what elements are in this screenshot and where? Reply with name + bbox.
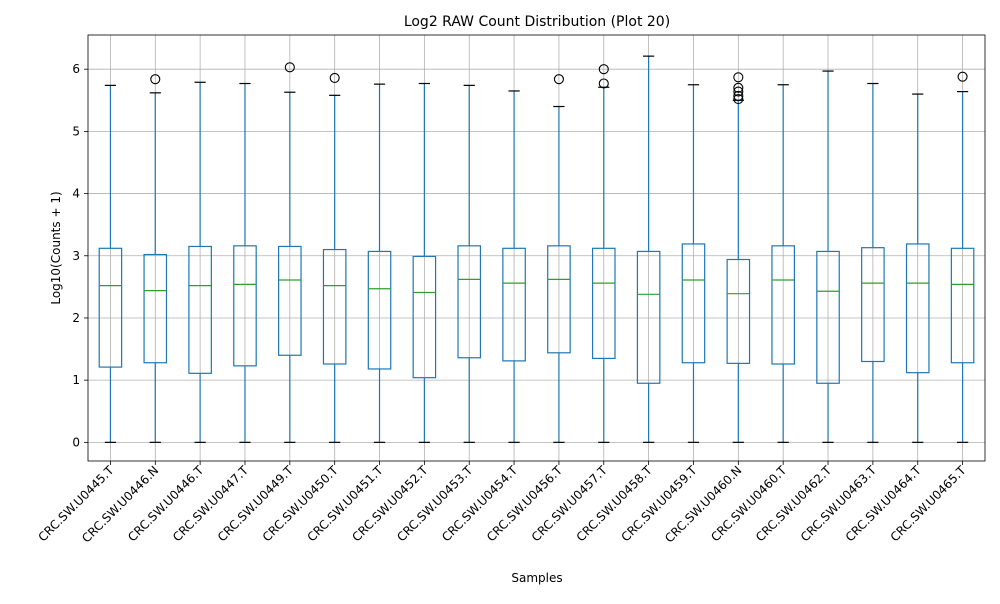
grid-layer	[88, 35, 985, 461]
y-tick-label: 4	[72, 187, 80, 201]
x-tick-label: CRC.SW.U0456.T	[484, 463, 566, 545]
box-iqr	[278, 245, 302, 356]
box-group	[502, 90, 526, 443]
box-group	[233, 82, 257, 443]
y-tick-label: 5	[72, 124, 80, 138]
x-tick-label: CRC.SW.U0460.N	[662, 463, 744, 545]
box-iqr	[188, 245, 212, 374]
x-tick-label: CRC.SW.U0445.T	[35, 463, 117, 545]
box-group	[278, 62, 302, 443]
x-tick-label: CRC.SW.U0464.T	[843, 463, 925, 545]
y-tick-label: 3	[72, 249, 80, 263]
box-group	[143, 74, 168, 443]
y-tick-label: 6	[72, 62, 80, 76]
box-iqr	[905, 243, 930, 374]
box-group	[322, 72, 347, 443]
y-axis: 0 1 2 3 4 5 6	[72, 62, 88, 449]
y-tick-label: 0	[72, 435, 80, 449]
x-tick-label: CRC.SW.U0449.T	[215, 463, 297, 545]
outlier-point	[733, 86, 744, 97]
plot-area-frame	[87, 34, 986, 462]
box-iqr	[98, 247, 123, 368]
x-tick-label: CRC.SW.U0457.T	[529, 463, 611, 545]
box-group	[591, 64, 616, 443]
box-iqr	[681, 243, 706, 364]
box-group	[547, 74, 571, 443]
x-tick-label: CRC.SW.U0446.T	[125, 463, 207, 545]
box-group	[188, 81, 212, 443]
box-iqr	[412, 255, 437, 379]
box-iqr	[547, 245, 571, 354]
box-iqr	[950, 247, 975, 364]
outlier-point	[957, 71, 968, 82]
box-iqr	[636, 250, 661, 384]
outlier-point	[150, 74, 161, 85]
box-iqr	[861, 247, 885, 363]
outlier-point	[733, 82, 744, 93]
box-group	[861, 82, 885, 443]
x-tick-label: CRC.SW.U0451.T	[305, 463, 387, 545]
outlier-point	[733, 90, 744, 101]
box-iqr	[143, 253, 168, 364]
outlier-point	[598, 64, 609, 75]
x-tick-label: CRC.SW.U0447.T	[170, 463, 252, 545]
y-axis-label: Log10(Counts + 1)	[49, 191, 63, 304]
box-iqr	[726, 258, 751, 364]
box-iqr	[502, 247, 526, 362]
box-iqr	[771, 245, 795, 365]
x-axis-label: Samples	[511, 571, 562, 585]
box-group	[412, 82, 437, 443]
chart-title: Log2 RAW Count Distribution (Plot 20)	[404, 14, 670, 30]
box-group	[816, 70, 840, 443]
x-tick-label: CRC.SW.U0450.T	[260, 463, 342, 545]
x-tick-label: CRC.SW.U0463.T	[798, 463, 880, 545]
box-iqr	[367, 250, 392, 370]
outlier-point	[598, 78, 609, 89]
outlier-point	[329, 72, 340, 83]
box-iqr	[591, 247, 616, 359]
box-iqr	[457, 245, 482, 359]
box-group	[681, 84, 706, 443]
x-axis: CRC.SW.U0445.TCRC.SW.U0446.NCRC.SW.U0446…	[35, 461, 969, 546]
box-iqr	[233, 245, 257, 367]
x-tick-label: CRC.SW.U0460.T	[708, 463, 790, 545]
x-tick-label: CRC.SW.U0462.T	[753, 463, 835, 545]
box-layer	[98, 55, 975, 443]
box-group	[950, 71, 975, 443]
box-group	[367, 83, 392, 443]
x-tick-label: CRC.SW.U0446.N	[79, 463, 161, 545]
outlier-point	[553, 74, 564, 85]
x-tick-label: CRC.SW.U0454.T	[439, 463, 521, 545]
outlier-point	[733, 94, 744, 105]
box-iqr	[816, 250, 840, 384]
box-group	[726, 72, 751, 443]
box-group	[636, 55, 661, 443]
x-tick-label: CRC.SW.U0458.T	[574, 463, 656, 545]
y-tick-label: 2	[72, 311, 80, 325]
outlier-point	[284, 62, 295, 73]
x-tick-label: CRC.SW.U0459.T	[618, 463, 700, 545]
box-group	[457, 84, 482, 443]
outlier-point	[733, 72, 744, 83]
y-tick-label: 1	[72, 373, 80, 387]
x-tick-label: CRC.SW.U0465.T	[888, 463, 970, 545]
box-group	[905, 93, 930, 443]
box-iqr	[322, 248, 347, 365]
box-group	[771, 84, 795, 443]
box-group	[98, 84, 123, 443]
x-tick-label: CRC.SW.U0452.T	[349, 463, 431, 545]
x-tick-label: CRC.SW.U0453.T	[394, 463, 476, 545]
